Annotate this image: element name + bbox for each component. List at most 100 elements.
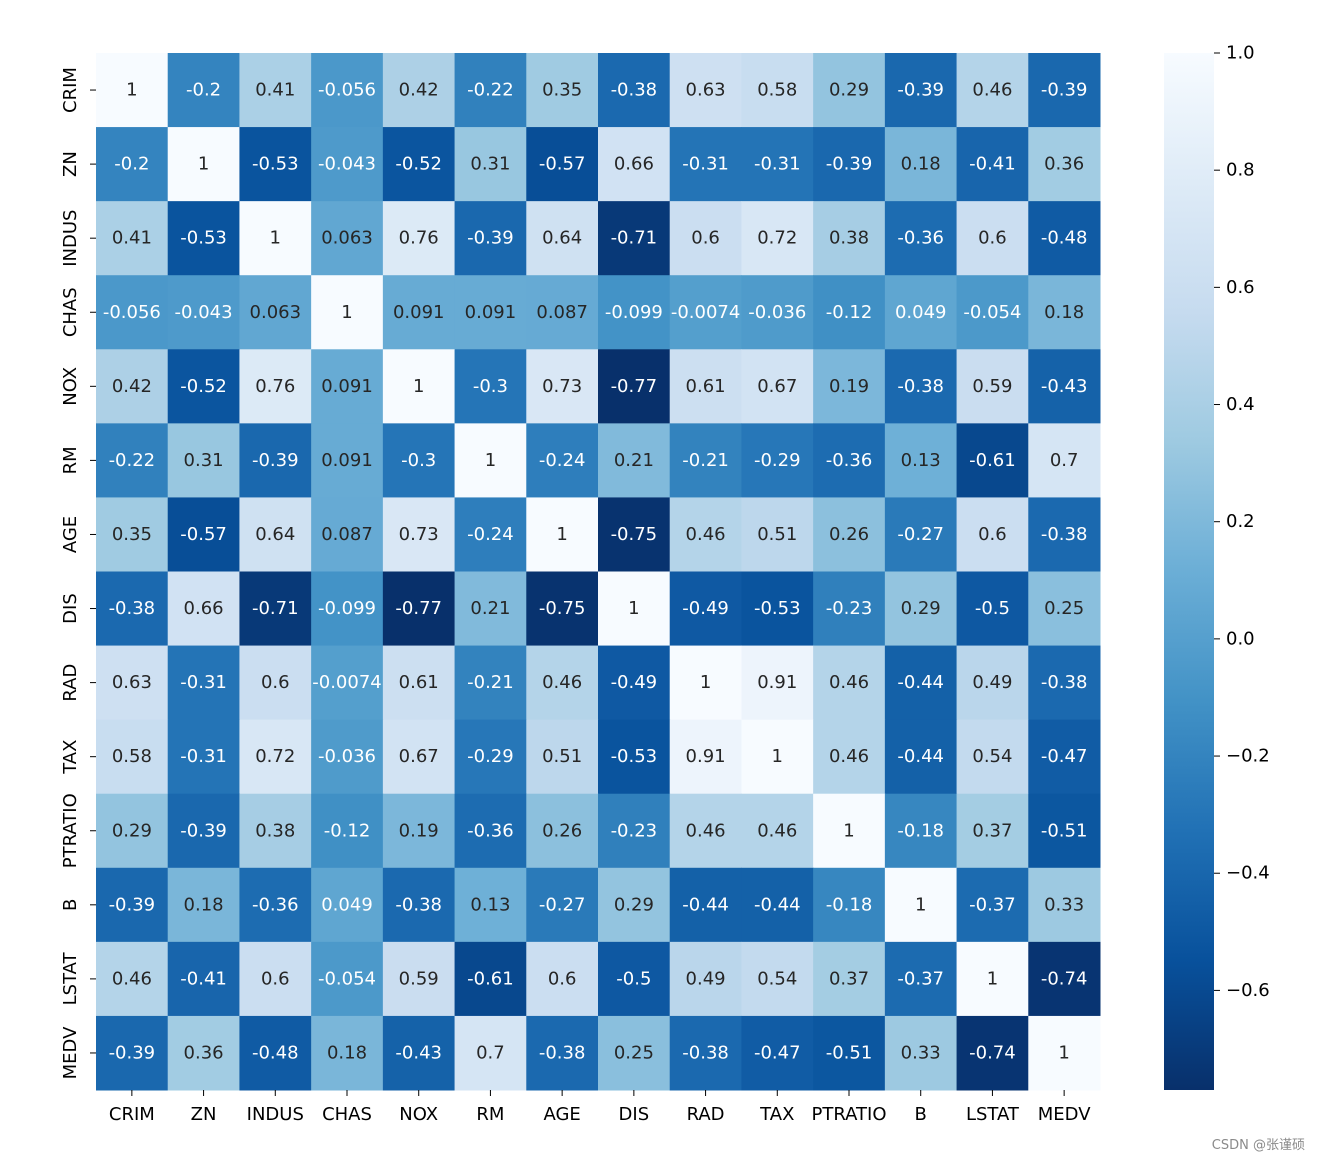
y-tick-label-medv: MEDV	[60, 1026, 81, 1079]
cell-value-label: -0.52	[180, 376, 227, 397]
cell-value-label: 0.29	[901, 598, 941, 619]
heatmap-cell-rm-crim	[96, 423, 169, 498]
cell-value-label: 0.73	[542, 376, 582, 397]
heatmap-cell-age-chas	[311, 497, 384, 572]
cell-value-label: 0.6	[261, 968, 290, 989]
heatmap-cell-rm-zn	[167, 423, 240, 498]
cell-value-label: -0.24	[539, 450, 586, 471]
colorbar-tick-label: 0.0	[1226, 628, 1255, 649]
cell-value-label: -0.3	[401, 450, 436, 471]
cell-value-label: 0.6	[261, 672, 290, 693]
heatmap-cell-rm-age	[526, 423, 599, 498]
heatmap-cell-dis-crim	[96, 571, 169, 647]
cell-value-label: -0.53	[754, 598, 801, 619]
heatmap-cell-nox-crim	[96, 349, 169, 424]
cell-value-label: -0.0074	[671, 302, 740, 323]
cell-value-label: -0.099	[605, 302, 663, 323]
cell-value-label: 0.091	[321, 450, 373, 471]
cell-value-label: 0.41	[255, 80, 295, 101]
heatmap-cell-rad-rad	[669, 645, 742, 721]
cell-value-label: -0.27	[539, 894, 586, 915]
cell-value-label: -0.48	[252, 1042, 299, 1063]
colorbar-tick-label: 0.2	[1226, 511, 1255, 532]
heatmap-cell-crim-indus	[239, 53, 312, 128]
heatmap-cell-dis-medv	[1028, 571, 1101, 647]
cell-value-label: 0.66	[184, 598, 224, 619]
cell-value-label: 0.091	[465, 302, 517, 323]
cell-value-label: -0.29	[754, 450, 801, 471]
cell-value-label: 0.33	[901, 1042, 941, 1063]
heatmap-cell-zn-ptratio	[813, 127, 886, 202]
heatmap-cell-lstat-crim	[96, 941, 169, 1017]
heatmap-cell-chas-crim	[96, 275, 169, 350]
cell-value-label: -0.43	[1041, 376, 1088, 397]
cell-value-label: -0.49	[611, 672, 658, 693]
heatmap-cell-lstat-dis	[598, 941, 671, 1017]
heatmap-cell-lstat-indus	[239, 941, 312, 1017]
cell-value-label: -0.2	[114, 154, 149, 175]
heatmap-cell-crim-medv	[1028, 53, 1101, 128]
cell-value-label: -0.043	[318, 154, 376, 175]
heatmap-cell-indus-indus	[239, 201, 312, 276]
heatmap-cell-tax-nox	[382, 719, 456, 795]
heatmap-cell-rad-nox	[382, 645, 456, 721]
heatmap-cell-medv-age	[526, 1015, 599, 1091]
cell-value-label: 0.18	[901, 154, 941, 175]
cell-value-label: -0.099	[318, 598, 376, 619]
heatmap-cell-dis-chas	[311, 571, 384, 647]
heatmap-cell-chas-medv	[1028, 275, 1101, 350]
cell-value-label: -0.23	[611, 820, 658, 841]
heatmap-cell-rad-tax	[741, 645, 814, 721]
cell-value-label: 0.42	[399, 80, 439, 101]
heatmap-cell-tax-medv	[1028, 719, 1101, 795]
heatmap-cell-indus-tax	[741, 201, 814, 276]
cell-value-label: -0.49	[682, 598, 729, 619]
cell-value-label: 0.76	[399, 228, 439, 249]
heatmap-cell-age-indus	[239, 497, 312, 572]
cell-value-label: 1	[628, 598, 639, 619]
cell-value-label: 0.26	[829, 524, 869, 545]
cell-value-label: -0.39	[826, 154, 873, 175]
cell-value-label: 0.6	[548, 968, 577, 989]
colorbar-tick-label: 0.8	[1226, 160, 1255, 181]
cell-value-label: 0.36	[184, 1042, 224, 1063]
cell-value-label: 0.091	[393, 302, 445, 323]
heatmap-cell-rad-chas	[311, 645, 384, 721]
cell-value-label: -0.51	[826, 1042, 873, 1063]
cell-value-label: 0.19	[829, 376, 869, 397]
heatmap-cell-ptratio-age	[526, 793, 599, 869]
heatmap-cell-medv-tax	[741, 1015, 814, 1091]
cell-value-label: 0.21	[614, 450, 654, 471]
cell-value-label: -0.38	[395, 894, 442, 915]
cell-value-label: -0.39	[180, 820, 227, 841]
heatmap-cell-ptratio-rm	[454, 793, 527, 869]
cell-value-label: 0.54	[757, 968, 797, 989]
cell-value-label: -0.38	[539, 1042, 586, 1063]
cell-value-label: 0.13	[470, 894, 510, 915]
cell-value-label: -0.38	[611, 80, 658, 101]
colorbar-tick-label: 1.0	[1226, 43, 1255, 64]
heatmap-cell-b-zn	[167, 867, 240, 943]
cell-value-label: -0.71	[611, 228, 658, 249]
cell-value-label: 0.6	[978, 228, 1007, 249]
cell-value-label: 0.66	[614, 154, 654, 175]
colorbar-tick-label: 0.4	[1226, 394, 1255, 415]
cell-value-label: -0.61	[969, 450, 1016, 471]
heatmap-cell-lstat-nox	[382, 941, 456, 1017]
heatmap-cell-age-ptratio	[813, 497, 886, 572]
cell-value-label: 0.67	[399, 746, 439, 767]
heatmap-cell-b-nox	[382, 867, 456, 943]
heatmap-cell-chas-b	[884, 275, 958, 350]
cell-value-label: -0.37	[897, 968, 944, 989]
cell-value-label: -0.31	[682, 154, 729, 175]
cell-value-label: -0.22	[467, 80, 514, 101]
colorbar-gradient	[1164, 53, 1214, 1090]
heatmap-cell-nox-dis	[598, 349, 671, 424]
heatmap-cell-chas-age	[526, 275, 599, 350]
cell-value-label: 1	[126, 80, 137, 101]
cell-value-label: -0.056	[318, 80, 376, 101]
cell-value-label: -0.38	[109, 598, 156, 619]
cell-value-label: -0.37	[969, 894, 1016, 915]
cell-value-label: 0.58	[112, 746, 152, 767]
heatmap-cell-medv-rad	[669, 1015, 742, 1091]
